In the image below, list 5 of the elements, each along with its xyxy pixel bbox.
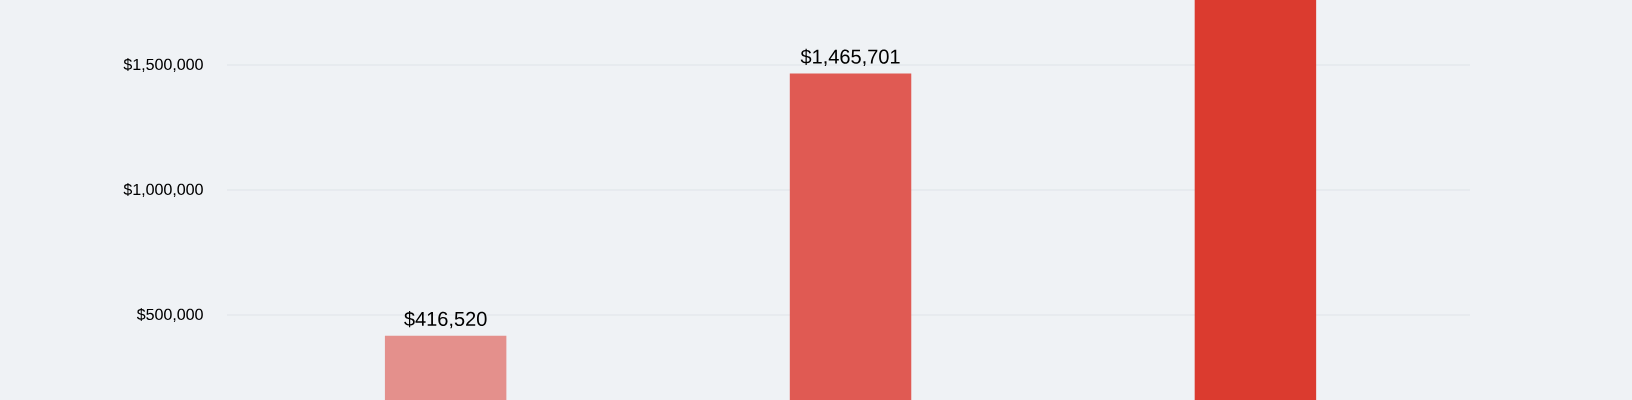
y-tick-label: $1,500,000 xyxy=(123,58,203,72)
y-tick-label: $1,000,000 xyxy=(123,183,203,197)
data-label: $1,465,701 xyxy=(800,48,900,67)
data-label: $416,520 xyxy=(404,310,487,329)
y-tick-label: $500,000 xyxy=(136,308,203,322)
